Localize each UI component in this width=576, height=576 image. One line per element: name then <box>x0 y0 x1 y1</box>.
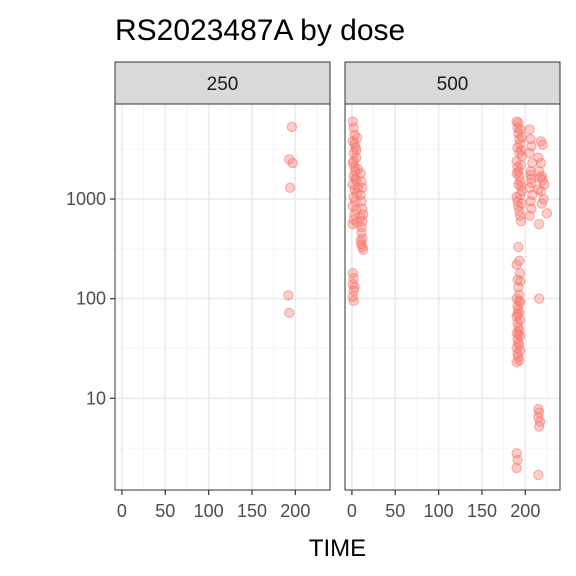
data-point <box>515 215 527 227</box>
grid-250 <box>115 104 330 490</box>
x-axis-500: 0 50 100 150 200 <box>347 490 540 521</box>
data-point <box>524 210 535 221</box>
data-point <box>284 182 296 193</box>
strip-500 <box>344 61 561 105</box>
x-tick-label: 150 <box>467 501 497 521</box>
data-point <box>356 196 367 207</box>
y-axis: 10 100 1000 <box>66 189 115 408</box>
data-point <box>283 290 294 301</box>
y-tick-label: 1000 <box>66 189 106 209</box>
x-tick-label: 100 <box>194 501 224 521</box>
points-250 <box>283 121 298 319</box>
data-point <box>535 157 547 169</box>
data-point <box>348 155 359 167</box>
data-point <box>284 307 295 319</box>
data-point <box>537 139 548 151</box>
x-tick-label: 200 <box>280 501 310 521</box>
data-point <box>515 159 527 171</box>
data-point <box>514 275 526 287</box>
panel-500: 500 0 50 100 150 200 <box>344 61 561 521</box>
data-point <box>286 121 298 133</box>
y-tick-label: 10 <box>86 388 106 408</box>
data-point <box>513 179 524 190</box>
points-500 <box>347 116 553 481</box>
data-point <box>513 328 524 340</box>
data-point <box>351 132 363 144</box>
data-point <box>511 357 522 368</box>
strip-250 <box>114 61 331 105</box>
data-point <box>516 198 528 209</box>
data-point <box>533 421 545 432</box>
data-point <box>514 189 526 201</box>
data-point <box>539 179 550 190</box>
data-point <box>355 168 366 179</box>
x-tick-label: 0 <box>347 501 357 521</box>
data-point <box>533 469 544 481</box>
x-axis-title: TIME <box>309 535 366 562</box>
data-point <box>512 308 523 320</box>
data-point <box>524 124 535 135</box>
data-point <box>533 293 545 304</box>
data-point <box>536 198 547 209</box>
data-point <box>533 218 545 230</box>
data-point <box>348 295 359 307</box>
data-point <box>358 244 369 255</box>
data-point <box>533 152 544 163</box>
chart-title: RS2023487A by dose <box>115 14 405 47</box>
data-point <box>511 462 522 474</box>
x-tick-label: 200 <box>510 501 540 521</box>
y-tick-label: 100 <box>76 289 106 309</box>
x-tick-label: 0 <box>117 501 127 521</box>
data-point <box>347 218 358 230</box>
data-point <box>513 241 524 253</box>
data-point <box>526 177 537 189</box>
panel-border-500 <box>344 103 561 491</box>
data-point <box>514 147 525 159</box>
panel-border-250 <box>114 103 331 491</box>
x-tick-label: 50 <box>155 501 175 521</box>
data-point <box>525 169 536 181</box>
data-point <box>357 215 368 227</box>
data-point <box>516 131 528 143</box>
panel-250: 250 0 50 100 150 200 <box>114 61 331 521</box>
strip-label-500: 500 <box>437 74 469 95</box>
data-point <box>512 142 523 153</box>
strip-label-250: 250 <box>207 74 239 95</box>
x-axis-250: 0 50 100 150 200 <box>117 490 310 521</box>
data-point <box>287 157 298 169</box>
x-tick-label: 150 <box>237 501 267 521</box>
data-point <box>514 295 525 307</box>
plot-area-250 <box>115 104 330 490</box>
data-point <box>349 138 360 149</box>
data-point <box>541 208 553 219</box>
x-tick-label: 100 <box>424 501 454 521</box>
data-point <box>511 168 522 179</box>
x-tick-label: 50 <box>385 501 405 521</box>
data-point <box>511 259 522 270</box>
data-point <box>524 147 535 159</box>
data-point <box>525 196 536 207</box>
data-point <box>512 454 523 466</box>
